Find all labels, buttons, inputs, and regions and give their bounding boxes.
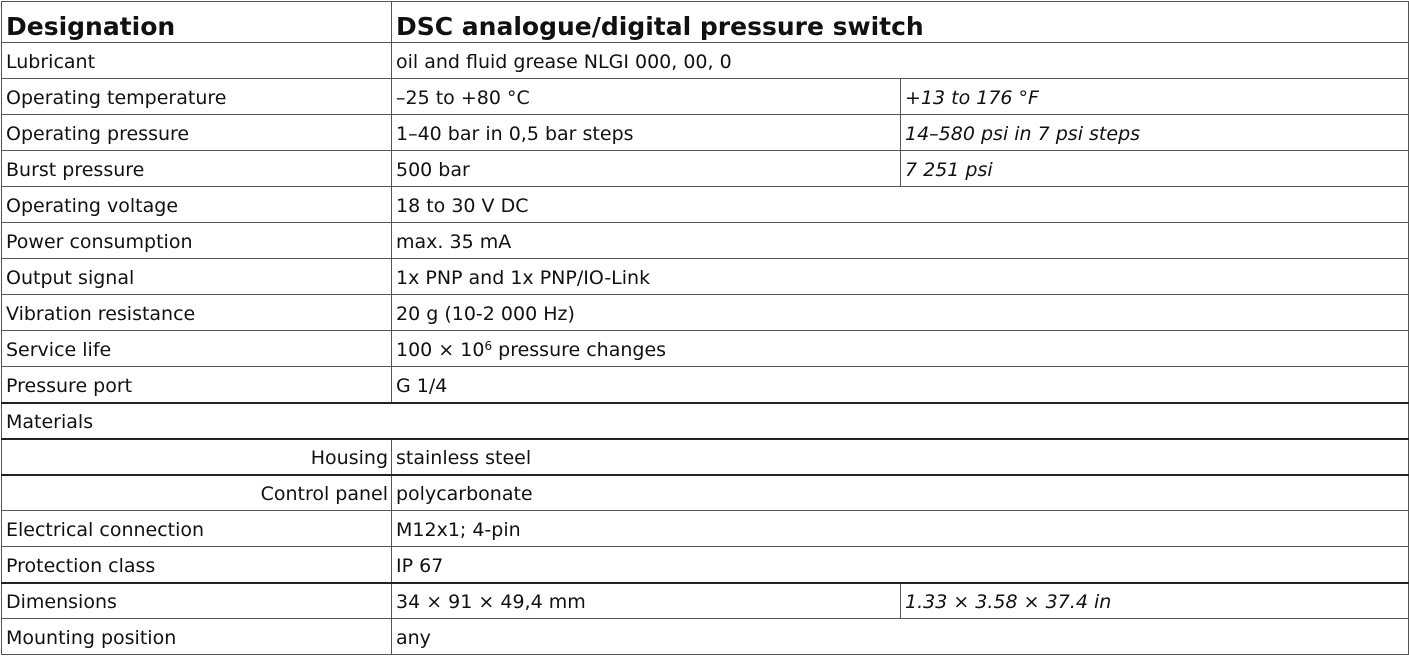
row-label: Operating temperature <box>1 78 392 115</box>
service-life-exponent: 6 <box>484 339 493 353</box>
row-label: Service life <box>1 330 392 367</box>
table-row: Pressure port G 1/4 <box>1 366 1409 403</box>
row-value-metric: 1–40 bar in 0,5 bar steps <box>391 114 901 151</box>
row-label: Vibration resistance <box>1 294 392 331</box>
row-label: Electrical connection <box>1 510 392 547</box>
table-row: Power consumption max. 35 mA <box>1 222 1409 259</box>
row-value: stainless steel <box>390 437 1409 475</box>
table-row: Operating temperature –25 to +80 °C +13 … <box>1 78 1409 115</box>
row-value-imperial: 14–580 psi in 7 psi steps <box>899 114 1409 151</box>
designation-header: Designation <box>1 1 392 43</box>
service-life-suffix: pressure changes <box>492 339 667 361</box>
table-row: Operating pressure 1–40 bar in 0,5 bar s… <box>1 114 1409 151</box>
row-value: any <box>390 618 1409 655</box>
row-value: polycarbonate <box>390 473 1409 511</box>
table-row: Protection class IP 67 <box>1 546 1409 583</box>
table-row: Housing stainless steel <box>1 437 1409 475</box>
table-row: Electrical connection M12x1; 4-pin <box>1 510 1409 547</box>
table-row: Service life 100 × 106 pressure changes <box>1 330 1409 367</box>
row-label: Pressure port <box>1 366 392 403</box>
table-row: Burst pressure 500 bar 7 251 psi <box>1 150 1409 187</box>
row-value-imperial: 7 251 psi <box>899 150 1409 187</box>
table-row: Mounting position any <box>1 618 1409 655</box>
row-value: IP 67 <box>390 546 1409 583</box>
table-row: Output signal 1x PNP and 1x PNP/IO-Link <box>1 258 1409 295</box>
row-value-metric: 500 bar <box>391 150 901 187</box>
table-row: Lubricant oil and fluid grease NLGI 000,… <box>1 42 1409 79</box>
section-label-materials: Materials <box>0 401 1409 439</box>
row-value: 1x PNP and 1x PNP/IO-Link <box>390 258 1409 295</box>
row-value: 20 g (10-2 000 Hz) <box>390 294 1409 331</box>
table-row: Materials <box>0 401 1409 439</box>
table-row: Vibration resistance 20 g (10-2 000 Hz) <box>1 294 1409 331</box>
table-row: Dimensions 34 × 91 × 49,4 mm 1.33 × 3.58… <box>1 581 1409 619</box>
service-life-prefix: 100 × 10 <box>396 339 485 361</box>
row-label: Control panel <box>1 473 392 511</box>
row-label: Protection class <box>1 546 392 583</box>
table-row: Control panel polycarbonate <box>1 473 1409 511</box>
row-label: Dimensions <box>1 581 392 619</box>
row-value: oil and fluid grease NLGI 000, 00, 0 <box>390 42 1409 79</box>
row-label: Operating voltage <box>1 186 392 223</box>
table-header-row: Designation DSC analogue/digital pressur… <box>1 1 1409 43</box>
row-value: 100 × 106 pressure changes <box>390 330 1409 367</box>
row-label: Mounting position <box>1 618 392 655</box>
row-value-imperial: +13 to 176 °F <box>899 78 1409 115</box>
row-label: Lubricant <box>1 42 392 79</box>
row-value-metric: 34 × 91 × 49,4 mm <box>391 581 901 619</box>
row-label: Burst pressure <box>1 150 392 187</box>
row-value-imperial: 1.33 × 3.58 × 37.4 in <box>899 581 1409 619</box>
row-value: G 1/4 <box>390 366 1409 403</box>
row-label: Power consumption <box>1 222 392 259</box>
table-row: Operating voltage 18 to 30 V DC <box>1 186 1409 223</box>
row-label: Output signal <box>1 258 392 295</box>
row-value-metric: –25 to +80 °C <box>391 78 901 115</box>
row-value: M12x1; 4-pin <box>390 510 1409 547</box>
row-label: Operating pressure <box>1 114 392 151</box>
row-label: Housing <box>1 437 392 475</box>
row-value: max. 35 mA <box>390 222 1409 259</box>
row-value: 18 to 30 V DC <box>390 186 1409 223</box>
product-title: DSC analogue/digital pressure switch <box>390 1 1409 43</box>
